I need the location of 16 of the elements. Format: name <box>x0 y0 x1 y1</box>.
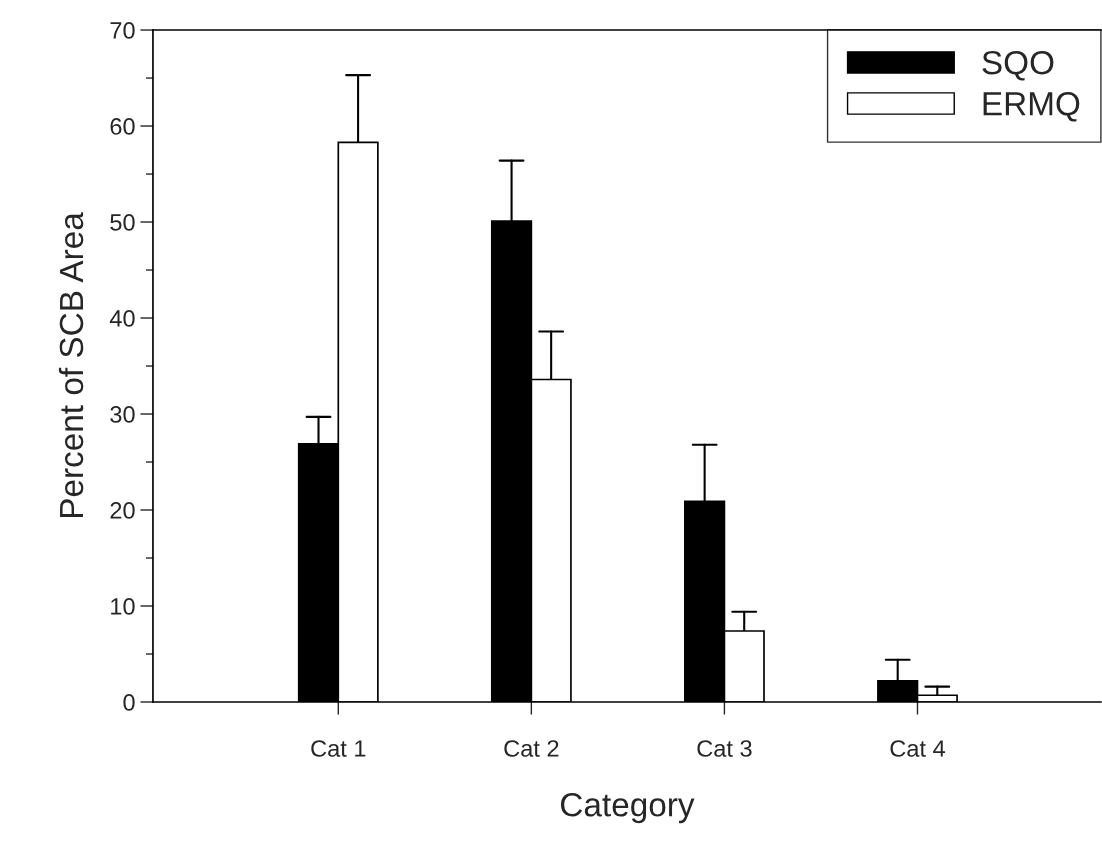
x-tick-label: Cat 3 <box>697 740 752 757</box>
y-tick-label: 70 <box>110 22 135 39</box>
x-tick-label: Cat 4 <box>890 740 946 757</box>
legend-label: SQO <box>982 50 1054 81</box>
y-tick-label: 50 <box>110 214 135 231</box>
x-tick-label: Cat 2 <box>504 740 559 757</box>
y-tick-label: 60 <box>110 118 135 135</box>
legend-label: ERMQ <box>983 91 1080 122</box>
x-axis-title: Category <box>561 792 695 824</box>
y-axis-title: Percent of SCB Area <box>58 212 84 518</box>
y-tick-label: 0 <box>123 694 135 711</box>
x-tick-label: Cat 1 <box>311 740 366 757</box>
y-tick-label: 30 <box>110 406 135 423</box>
y-tick-label: 40 <box>109 310 135 327</box>
y-tick-label: 20 <box>110 502 135 519</box>
y-tick-label: 10 <box>111 598 135 615</box>
